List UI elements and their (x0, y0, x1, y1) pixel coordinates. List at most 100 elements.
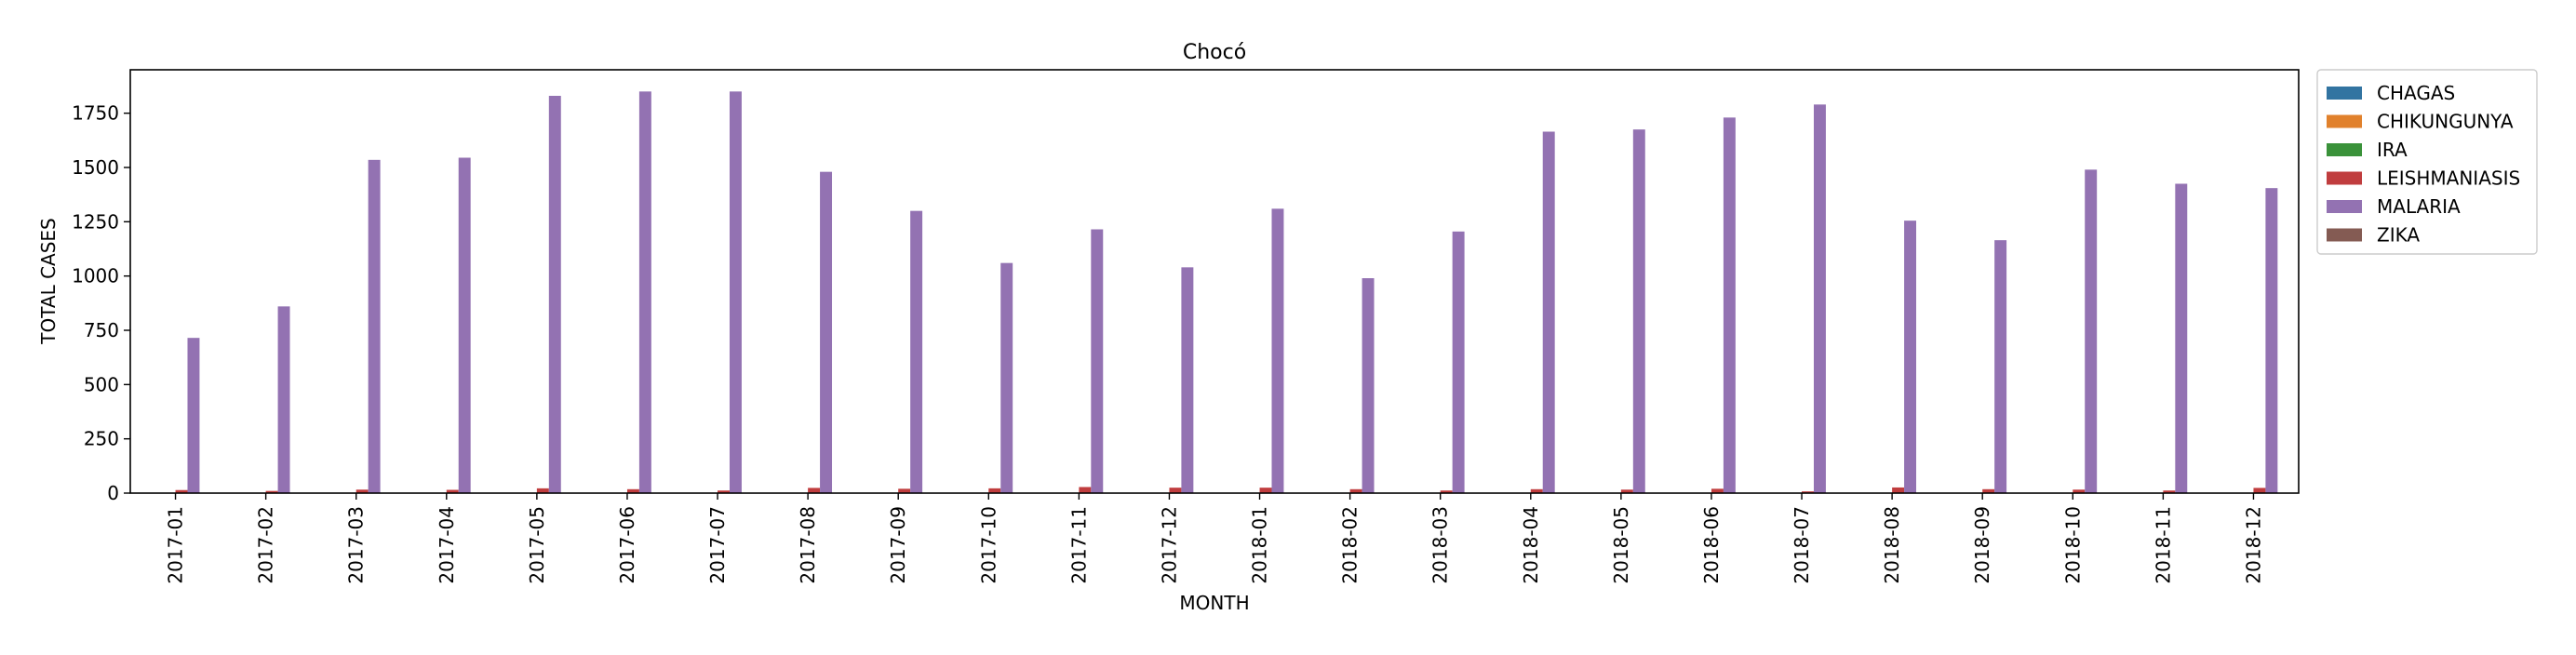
bar-leishmaniasis (1349, 488, 1362, 493)
bar-malaria (1813, 104, 1826, 493)
bar-leishmaniasis (2163, 490, 2176, 493)
x-tick-label: 2018-03 (1429, 506, 1452, 584)
bar-leishmaniasis (1079, 487, 1092, 493)
bar-leishmaniasis (898, 488, 911, 493)
x-tick-label: 2017-05 (526, 506, 548, 584)
bar-malaria (1181, 267, 1194, 493)
x-tick-label: 2018-06 (1700, 506, 1723, 584)
legend-label: CHIKUNGUNYA (2377, 111, 2514, 133)
x-tick-label: 2017-06 (616, 506, 638, 584)
bar-malaria (2085, 169, 2098, 494)
legend-swatch (2327, 200, 2362, 213)
x-tick-label: 2017-03 (345, 506, 368, 584)
y-axis: 0 250 500 750 1000 1250 1500 1750 (72, 102, 130, 504)
x-tick-label: 2018-09 (1971, 506, 1993, 584)
x-tick-label: 2017-11 (1067, 506, 1090, 584)
x-tick-label: 2018-02 (1339, 506, 1362, 584)
bar-malaria (1362, 278, 1375, 493)
bars-layer (151, 91, 2278, 494)
bar-leishmaniasis (2073, 489, 2086, 493)
legend-label: CHAGAS (2377, 82, 2455, 104)
legend-frame (2316, 69, 2538, 255)
bar-malaria (729, 91, 742, 493)
x-tick-label: 2017-12 (1158, 506, 1180, 584)
bar-leishmaniasis (175, 489, 188, 493)
bar-leishmaniasis (2253, 488, 2266, 493)
bar-leishmaniasis (265, 490, 278, 493)
bar-malaria (1271, 208, 1284, 494)
bar-malaria (1542, 131, 1555, 493)
legend-swatch (2327, 228, 2362, 242)
bar-malaria (368, 159, 381, 494)
bar-malaria (1000, 262, 1013, 493)
y-tick-label: 250 (84, 428, 119, 450)
bar-malaria (187, 338, 200, 493)
x-tick-label: 2018-11 (2152, 506, 2174, 584)
x-axis: 2017-01 2017-02 2017-03 2017-04 2017-05 2017-… (165, 493, 2264, 584)
bar-leishmaniasis (718, 490, 730, 493)
legend-swatch (2327, 171, 2362, 185)
legend-label: LEISHMANIASIS (2377, 167, 2520, 190)
x-tick-label: 2018-01 (1249, 506, 1271, 584)
bar-malaria (2265, 188, 2278, 493)
bar-leishmaniasis (1892, 487, 1905, 493)
legend-swatch (2327, 114, 2362, 128)
x-tick-label: 2017-08 (797, 506, 819, 584)
bar-leishmaniasis (536, 488, 549, 493)
bar-leishmaniasis (1169, 488, 1182, 493)
bar-leishmaniasis (626, 488, 639, 493)
plot-frame (129, 69, 2300, 494)
bar-malaria (1904, 221, 1917, 493)
bar-malaria (1994, 240, 2007, 493)
x-tick-label: 2017-07 (706, 506, 729, 584)
bar-leishmaniasis (1711, 488, 1724, 493)
y-tick-label: 500 (84, 373, 119, 395)
x-tick-label: 2018-12 (2242, 506, 2264, 584)
legend-label: IRA (2377, 139, 2408, 161)
y-tick-label: 1500 (72, 156, 119, 179)
x-tick-label: 2017-02 (255, 506, 277, 584)
bar-leishmaniasis (1440, 490, 1453, 493)
bar-leishmaniasis (446, 489, 459, 493)
x-tick-label: 2017-04 (436, 506, 458, 584)
y-tick-label: 1250 (72, 210, 119, 233)
legend: CHAGAS CHIKUNGUNYA IRA LEISHMANIASIS MALARIA… (2316, 69, 2538, 255)
bar-leishmaniasis (1982, 488, 1995, 493)
bar-malaria (1452, 231, 1465, 494)
y-tick-label: 750 (84, 319, 119, 341)
bar-leishmaniasis (1259, 488, 1272, 493)
chart-title: Chocó (1183, 41, 1246, 64)
y-axis-label: TOTAL CASES (37, 218, 60, 344)
bar-leishmaniasis (1620, 489, 1633, 493)
bar-malaria (1091, 229, 1104, 493)
bar-malaria (548, 96, 561, 493)
bar-malaria (638, 91, 651, 493)
bar-malaria (820, 171, 833, 493)
x-tick-label: 2017-01 (165, 506, 187, 584)
legend-swatch (2327, 87, 2362, 100)
x-axis-label: MONTH (1179, 592, 1249, 614)
y-tick-label: 0 (107, 482, 119, 504)
x-tick-label: 2018-08 (1881, 506, 1903, 584)
y-tick-label: 1750 (72, 102, 119, 125)
bar-leishmaniasis (1530, 488, 1543, 493)
x-tick-label: 2018-05 (1610, 506, 1632, 584)
bar-leishmaniasis (988, 488, 1001, 493)
bar-malaria (910, 210, 923, 493)
bar-malaria (2175, 183, 2188, 493)
x-tick-label: 2017-10 (977, 506, 1000, 584)
legend-swatch (2327, 143, 2362, 156)
x-tick-label: 2017-09 (887, 506, 909, 584)
legend-label: ZIKA (2377, 224, 2420, 247)
bar-malaria (458, 157, 471, 493)
y-tick-label: 1000 (72, 265, 119, 287)
x-tick-label: 2018-07 (1791, 506, 1813, 584)
bar-malaria (277, 306, 290, 493)
x-tick-label: 2018-04 (1520, 506, 1542, 584)
x-tick-label: 2018-10 (2061, 506, 2084, 584)
bar-malaria (1632, 129, 1645, 493)
legend-label: MALARIA (2377, 195, 2461, 218)
bar-malaria (1723, 117, 1736, 493)
bar-leishmaniasis (1802, 491, 1814, 493)
